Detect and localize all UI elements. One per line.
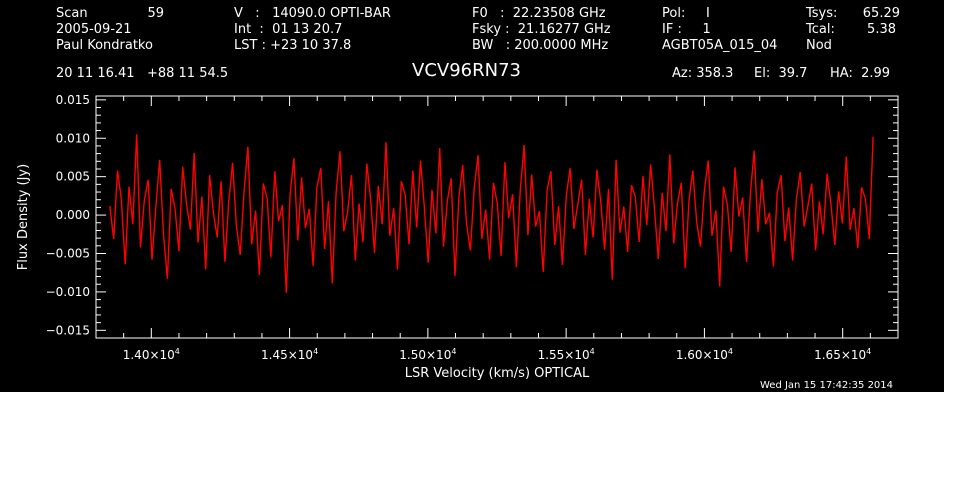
azimuth: Az: 358.3 <box>672 66 734 81</box>
plot-canvas: Scan 59 V : 14090.0 OPTI-BAR F0 : 22.235… <box>0 0 944 392</box>
spectrum-line <box>109 134 874 293</box>
velocity-info: V : 14090.0 OPTI-BAR <box>234 6 391 21</box>
y-tick-label: −0.005 <box>46 246 90 260</box>
x-tick-label: 1.65×104 <box>814 347 871 362</box>
y-tick-label: 0.010 <box>56 131 90 145</box>
tsys-value: 65.29 <box>862 6 900 21</box>
y-tick-label: −0.010 <box>46 285 90 299</box>
x-tick-label: 1.50×104 <box>399 347 456 362</box>
x-tick-label: 1.45×104 <box>261 347 318 362</box>
x-tick-label: 1.55×104 <box>538 347 595 362</box>
sky-frequency: Fsky : 21.16277 GHz <box>472 22 611 37</box>
y-axis-label: Flux Density (Jy) <box>16 164 31 270</box>
source-name: VCV96RN73 <box>412 60 521 81</box>
y-tick-label: −0.015 <box>46 323 90 337</box>
rest-frequency: F0 : 22.23508 GHz <box>472 6 606 21</box>
lst-info: LST : +23 10 37.8 <box>234 38 352 53</box>
scan-number: 59 <box>147 6 164 21</box>
procedure-name: Nod <box>806 38 832 53</box>
x-tick-label: 1.40×104 <box>123 347 180 362</box>
y-tick-label: 0.015 <box>56 93 90 107</box>
y-tick-label: 0.005 <box>56 170 90 184</box>
source-coordinates: 20 11 16.41 +88 11 54.5 <box>56 66 229 81</box>
observer-name: Paul Kondratko <box>56 38 153 53</box>
y-tick-label: 0.000 <box>56 208 90 222</box>
plot-frame <box>95 95 899 339</box>
if-number: IF : 1 <box>662 22 711 37</box>
elevation: El: 39.7 <box>754 66 808 81</box>
project-id: AGBT05A_015_04 <box>662 38 778 53</box>
integration-time: Int : 01 13 20.7 <box>234 22 343 37</box>
bandwidth: BW : 200.0000 MHz <box>472 38 609 53</box>
observation-date: 2005-09-21 <box>56 22 132 37</box>
scan-label: Scan <box>56 6 88 21</box>
plot-timestamp: Wed Jan 15 17:42:35 2014 <box>760 380 894 391</box>
x-axis-label: LSR Velocity (km/s) OPTICAL <box>405 366 590 381</box>
hour-angle: HA: 2.99 <box>830 66 891 81</box>
tcal-value: 5.38 <box>867 22 896 37</box>
spectrum-chart: 1.40×104 1.45×104 1.50×104 1.55×104 1.60×104… <box>16 93 899 381</box>
tsys-label: Tsys: <box>806 6 838 21</box>
polarization: Pol: I <box>662 6 710 21</box>
tcal-label: Tcal: <box>806 22 835 37</box>
x-tick-label: 1.60×104 <box>676 347 733 362</box>
